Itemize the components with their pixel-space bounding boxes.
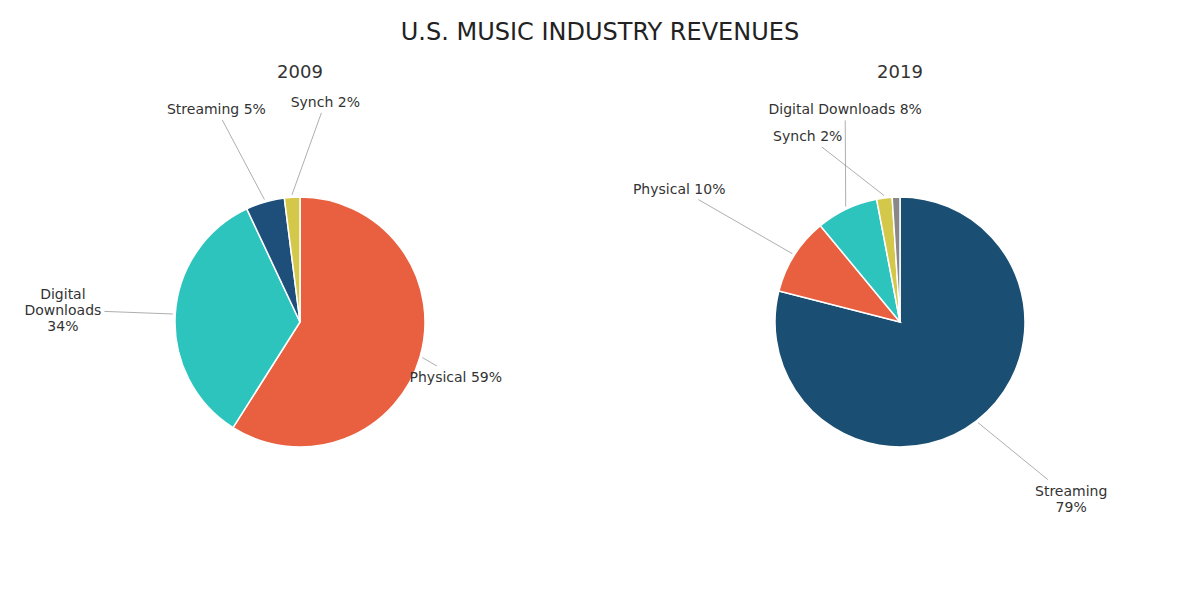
- leader-line: [978, 423, 1048, 480]
- pie-panel: Physical 59% DigitalDownloads34% Streaming…: [24, 94, 502, 447]
- slices: [775, 197, 1025, 447]
- slices: [175, 197, 425, 447]
- leader-line: [422, 358, 437, 367]
- leader-line: [822, 147, 884, 196]
- labels: Physical 59% DigitalDownloads34% Streaming…: [24, 94, 502, 385]
- chart-root: U.S. MUSIC INDUSTRY REVENUES Physical 59%…: [0, 0, 1200, 599]
- pie-title: 2009: [277, 61, 323, 82]
- pie-slice: [775, 197, 1025, 447]
- data-label: Physical 10%: [633, 181, 726, 197]
- leader-line: [845, 120, 846, 206]
- pie-panel: Streaming79% Physical 10% Digital Download…: [633, 101, 1107, 514]
- data-label: Streaming 5%: [167, 101, 266, 117]
- data-label: Synch 2%: [773, 128, 842, 144]
- pie-slice: [247, 198, 300, 322]
- data-label: Synch 2%: [291, 94, 360, 110]
- chart-title: U.S. MUSIC INDUSTRY REVENUES: [401, 18, 799, 46]
- data-label: Physical 59%: [410, 369, 503, 385]
- pie-slice: [892, 197, 900, 322]
- leader-line: [222, 120, 264, 200]
- leader-line: [292, 113, 321, 195]
- data-label: Streaming79%: [1035, 483, 1107, 515]
- pie-slice: [877, 197, 900, 322]
- data-label: DigitalDownloads34%: [24, 286, 101, 334]
- leader-line: [698, 200, 792, 254]
- pie-title: 2019: [877, 61, 923, 82]
- leader-line: [104, 311, 172, 314]
- labels: Streaming79% Physical 10% Digital Download…: [633, 101, 1107, 514]
- data-label: Digital Downloads 8%: [768, 101, 921, 117]
- pie-slice: [284, 197, 300, 322]
